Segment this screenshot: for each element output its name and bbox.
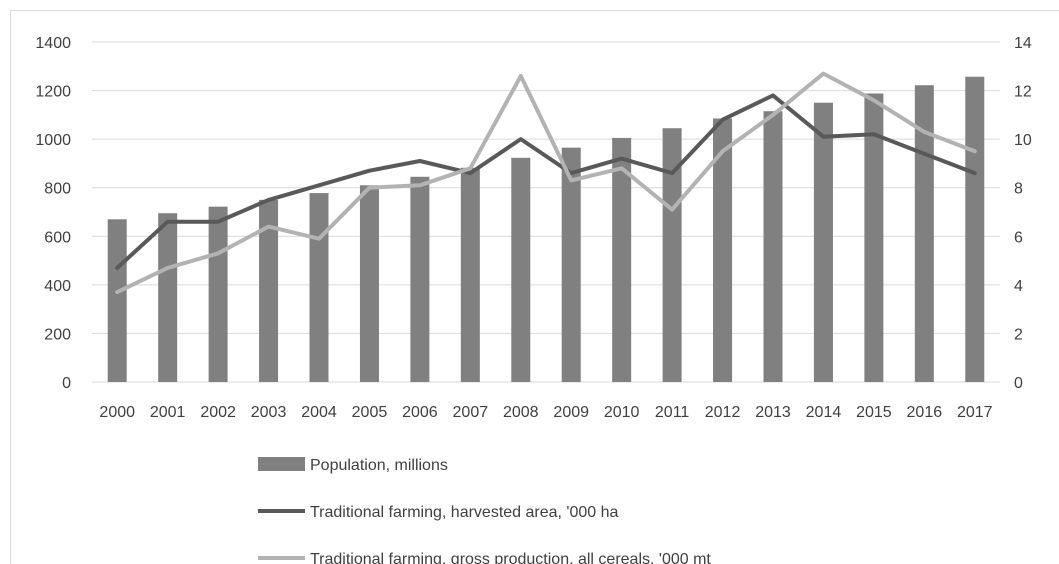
bar [763, 111, 783, 382]
x-tick-label: 2003 [251, 404, 287, 421]
gridlines [92, 41, 1000, 383]
x-tick-label: 2011 [655, 404, 690, 421]
x-tick-label: 2005 [352, 404, 388, 421]
chart-frame [10, 10, 1059, 564]
bar [511, 157, 531, 382]
x-tick-label: 2010 [604, 404, 640, 421]
y-right-tick-label: 14 [1014, 35, 1032, 52]
bar [713, 118, 733, 382]
y-left-tick-label: 400 [44, 278, 71, 295]
legend-swatch-bar [258, 457, 305, 471]
y-left-tick-label: 800 [44, 181, 71, 198]
bar [208, 206, 228, 382]
x-tick-label: 2007 [453, 404, 489, 421]
legend-label: Traditional farming, gross production, a… [310, 551, 711, 564]
bar [259, 199, 279, 382]
series-line [115, 71, 977, 295]
bar-series [107, 76, 985, 382]
bar [359, 185, 379, 382]
bar [813, 102, 833, 382]
x-tick-label: 2012 [705, 404, 741, 421]
y-right-tick-label: 10 [1014, 132, 1032, 149]
bar [460, 167, 480, 382]
line-series [115, 71, 977, 295]
y-left-tick-label: 0 [62, 375, 71, 392]
x-tick-label: 2004 [301, 404, 337, 421]
y-right-tick-label: 2 [1014, 326, 1023, 343]
y-left-tick-label: 600 [44, 229, 71, 246]
bar [662, 128, 682, 382]
y-left-tick-label: 1000 [35, 132, 71, 149]
x-tick-label: 2008 [503, 404, 539, 421]
x-tick-label: 2014 [806, 404, 842, 421]
bar [561, 147, 581, 382]
x-tick-label: 2000 [99, 404, 135, 421]
bar [612, 137, 632, 382]
axes: 0 200 400 600 800 1000 1200 1400 0 2 4 6 8 10 12 14 2000… [35, 35, 1031, 421]
x-tick-label: 2015 [856, 404, 892, 421]
bar [158, 213, 178, 382]
x-tick-label: 2017 [957, 404, 993, 421]
x-tick-label: 2013 [755, 404, 791, 421]
y-right-tick-label: 8 [1014, 181, 1023, 198]
x-tick-label: 2016 [907, 404, 943, 421]
legend-label: Population, millions [310, 457, 448, 474]
bar [107, 219, 127, 382]
x-tick-label: 2002 [200, 404, 236, 421]
bar [864, 93, 884, 382]
legend-label: Traditional farming, harvested area, '00… [310, 504, 619, 521]
y-right-tick-label: 0 [1014, 375, 1023, 392]
y-right-tick-label: 6 [1014, 229, 1023, 246]
y-left-tick-label: 1200 [35, 84, 71, 101]
y-left-tick-label: 200 [44, 326, 71, 343]
y-left-tick-label: 1400 [35, 35, 71, 52]
bar [309, 193, 329, 382]
x-tick-label: 2009 [553, 404, 589, 421]
x-tick-label: 2006 [402, 404, 438, 421]
bar [410, 176, 430, 382]
y-right-tick-label: 4 [1014, 278, 1023, 295]
series-line [115, 93, 977, 270]
bar [965, 76, 985, 382]
bar [914, 85, 934, 382]
x-tick-label: 2001 [150, 404, 186, 421]
legend: Population, millions Traditional farming,… [258, 457, 711, 564]
y-right-tick-label: 12 [1014, 84, 1032, 101]
